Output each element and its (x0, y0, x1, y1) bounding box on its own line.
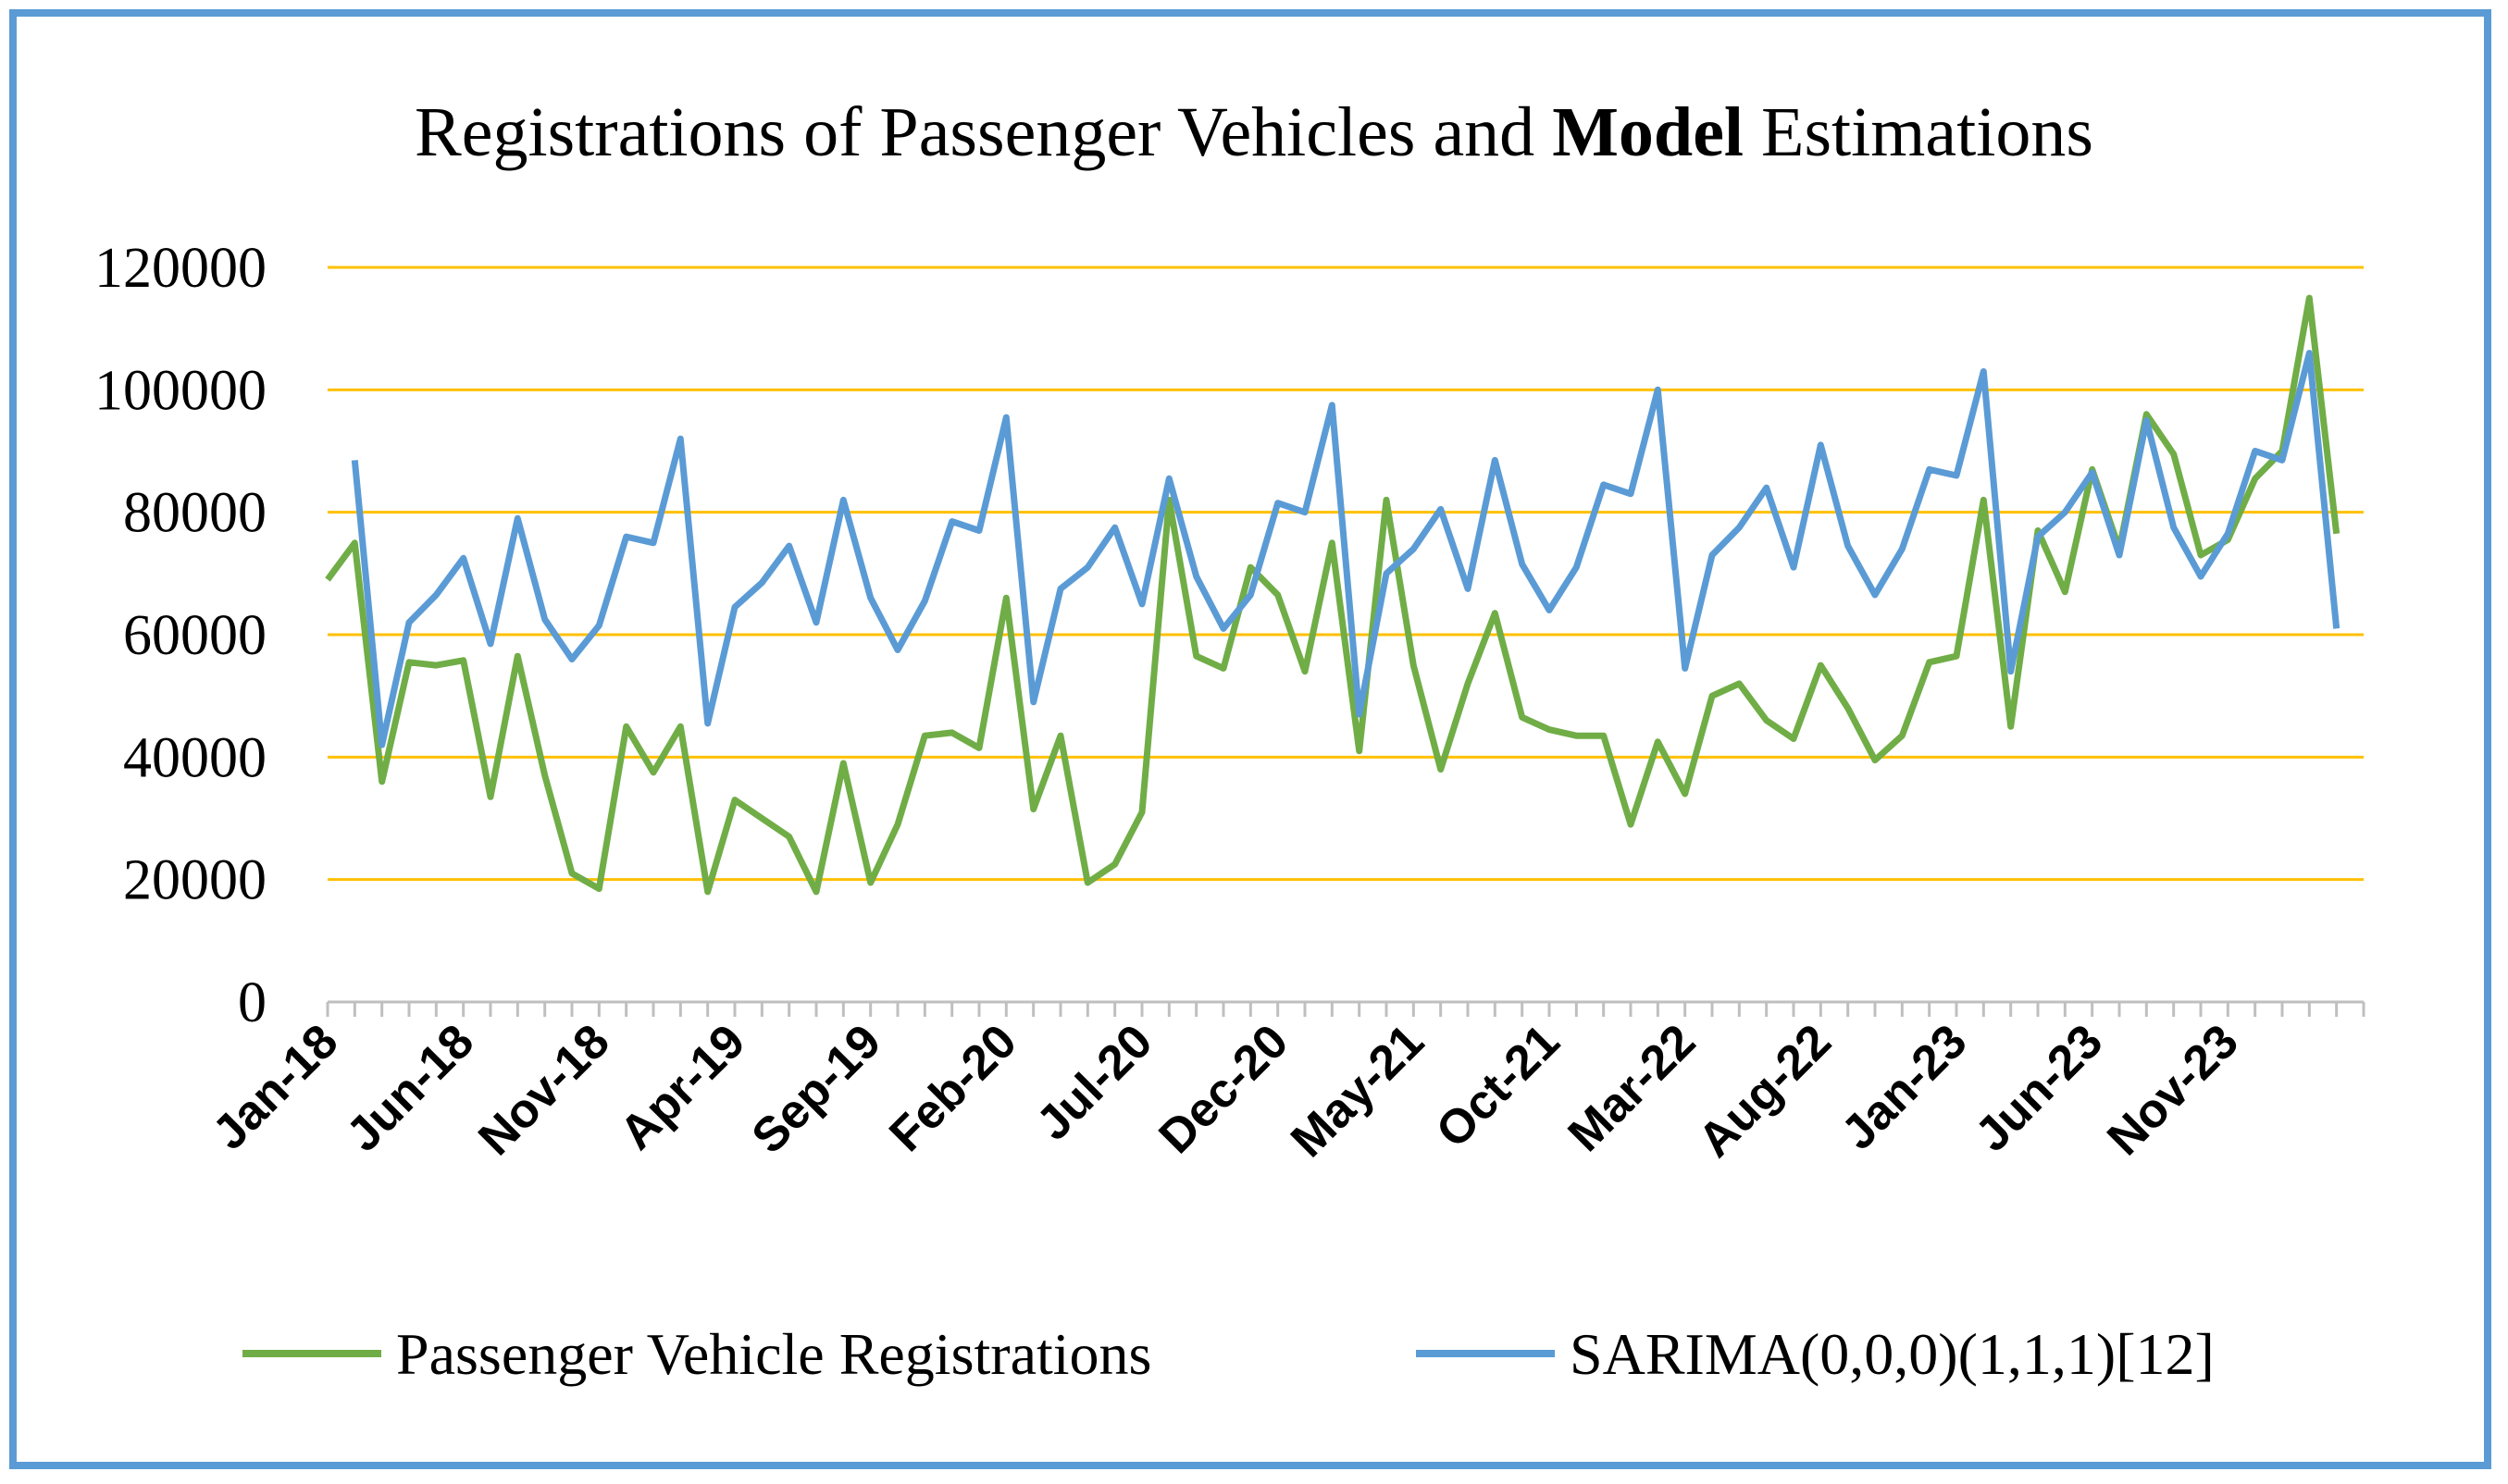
legend-label-sarima: SARIMA(0,0,0)(1,1,1)[12] (1570, 1321, 2215, 1387)
legend: Passenger Vehicle Registrations SARIMA(0… (242, 1321, 2215, 1387)
series-line-sarima (351, 350, 2340, 748)
x-tick-label: Aug-22 (1688, 1014, 1842, 1168)
y-tick-label: 40000 (123, 726, 267, 789)
y-axis: 0 20000 40000 60000 80000 100000 120000 (94, 237, 267, 1034)
x-tick-label: Jan-18 (203, 1014, 349, 1160)
y-tick-label: 100000 (94, 359, 267, 422)
x-tick-label: Jul-20 (1026, 1014, 1162, 1150)
x-tick-label: Sep-19 (742, 1014, 892, 1164)
x-tick-label: Nov-18 (468, 1014, 620, 1166)
chart-frame (9, 9, 2491, 1469)
series-line-passenger-vehicle-registrations (325, 294, 2340, 896)
legend-label-passenger-vehicle-registrations: Passenger Vehicle Registrations (396, 1321, 1151, 1387)
series-lines (325, 294, 2340, 896)
x-tick-label: Dec-20 (1149, 1014, 1299, 1164)
x-tick-label: Oct-21 (1426, 1014, 1570, 1157)
y-tick-label: 120000 (94, 237, 267, 300)
chart-title-part-bold: Model (1552, 93, 1744, 171)
x-tick-label: Jun-23 (1966, 1014, 2114, 1162)
x-tick-label: Jun-18 (337, 1014, 485, 1162)
x-tick-label: Mar-22 (1558, 1014, 1707, 1162)
chart-title-part-1: Registrations of Passenger Vehicles and (415, 93, 1552, 171)
y-tick-label: 60000 (123, 604, 267, 667)
x-tick-label: May-21 (1281, 1014, 1434, 1168)
x-tick-label: Feb-20 (879, 1014, 1027, 1162)
y-tick-label: 20000 (123, 849, 267, 912)
x-tick-label: Apr-19 (610, 1014, 755, 1159)
x-tick-label: Jan-23 (1831, 1014, 1978, 1160)
gridlines (328, 266, 2364, 882)
y-tick-label: 80000 (123, 482, 267, 545)
chart-title-part-3: Estimations (1744, 93, 2093, 171)
x-tick-label: Nov-23 (2097, 1014, 2249, 1166)
y-tick-label: 0 (238, 971, 267, 1034)
chart-title: Registrations of Passenger Vehicles and … (415, 93, 2093, 171)
